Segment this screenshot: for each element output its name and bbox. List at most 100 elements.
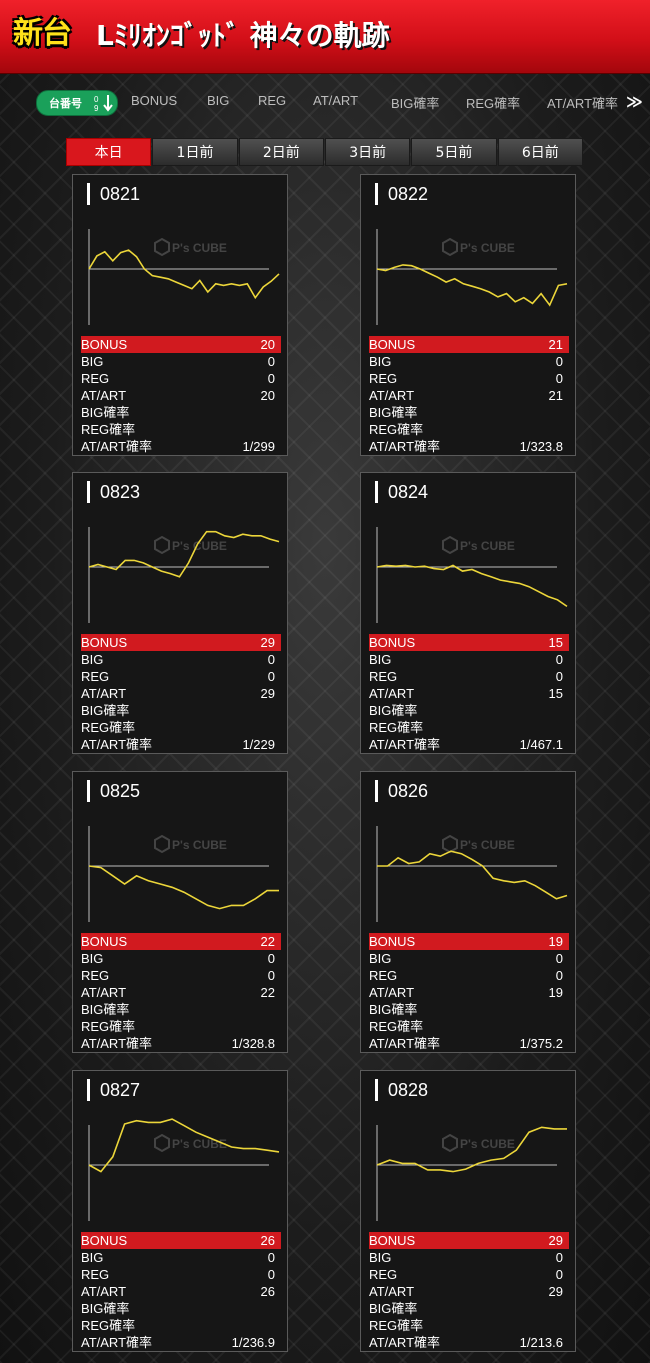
stat-label: AT/ART [369, 686, 415, 701]
stat-value: 1/236.9 [231, 1335, 275, 1350]
machine-card[interactable]: 0827 P's CUBE BONUS 26 BIG 0 REG 0 AT/ART 26 BIG確率… [72, 1070, 288, 1352]
stat-label: BONUS [81, 1233, 128, 1248]
stat-label: REG確率 [81, 1318, 136, 1333]
stat-label: BIG [369, 652, 392, 667]
stat-value: 1/375.2 [519, 1036, 563, 1051]
machine-number: 0828 [375, 1079, 428, 1101]
stat-label: BONUS [81, 337, 128, 352]
stat-row-at: AT/ART 29 [369, 1283, 569, 1300]
sort-reg[interactable]: REG [258, 93, 287, 108]
slump-graph: P's CUBE [88, 527, 280, 623]
stat-row-reg-rate: REG確率 [369, 1018, 569, 1035]
ps-cube-watermark: P's CUBE [154, 237, 227, 257]
day-tabs: 本日 1日前 2日前 3日前 5日前 6日前 [66, 138, 584, 166]
machine-card[interactable]: 0822 P's CUBE BONUS 21 BIG 0 REG 0 AT/ART 21 BIG確率… [360, 174, 576, 456]
stat-row-big: BIG 0 [81, 651, 281, 668]
stat-label: REG確率 [81, 1019, 136, 1034]
stat-label: REG確率 [369, 1019, 424, 1034]
stat-row-reg: REG 0 [369, 370, 569, 387]
slump-line [377, 850, 568, 900]
slump-graph: P's CUBE [88, 1118, 280, 1221]
stat-row-at: AT/ART 21 [369, 387, 569, 404]
sort-big[interactable]: BIG [207, 93, 230, 108]
stat-label: REG確率 [369, 1318, 424, 1333]
stat-label: BIG確率 [369, 703, 418, 718]
stat-value: 1/299 [242, 439, 275, 454]
machine-card[interactable]: 0828 P's CUBE BONUS 29 BIG 0 REG 0 AT/ART 29 BIG確率… [360, 1070, 576, 1352]
sort-at-art[interactable]: AT/ART [313, 93, 359, 108]
stat-label: AT/ART確率 [369, 737, 441, 752]
stat-label: BIG [81, 354, 104, 369]
ps-cube-watermark: P's CUBE [442, 1133, 515, 1153]
machine-number: 0823 [87, 481, 140, 503]
stats-table: BONUS 29 BIG 0 REG 0 AT/ART 29 BIG確率 REG確率 AT/ART確… [369, 1232, 569, 1351]
sort-bar: 台番号 0 9 BONUS BIG REG AT/ART BIG確率 REG確率… [0, 82, 650, 120]
stat-row-at: AT/ART 26 [81, 1283, 281, 1300]
slump-graph: P's CUBE [88, 229, 280, 325]
stat-row-reg-rate: REG確率 [81, 1317, 281, 1334]
tab-1-day-ago[interactable]: 1日前 [152, 138, 238, 166]
stat-label: REG [369, 371, 398, 386]
sort-at-art-rate[interactable]: AT/ART確率 [547, 96, 619, 111]
stats-table: BONUS 15 BIG 0 REG 0 AT/ART 15 BIG確率 REG確率 AT/ART確… [369, 634, 569, 753]
tab-5-days-ago[interactable]: 5日前 [411, 138, 497, 166]
machine-card[interactable]: 0824 P's CUBE BONUS 15 BIG 0 REG 0 AT/ART 15 BIG確率… [360, 472, 576, 754]
slump-line [376, 1126, 567, 1173]
machine-card[interactable]: 0826 P's CUBE BONUS 19 BIG 0 REG 0 AT/ART 19 BIG確率… [360, 771, 576, 1053]
stat-row-big: BIG 0 [369, 651, 569, 668]
stat-row-reg-rate: REG確率 [369, 421, 569, 438]
stat-row-reg: REG 0 [369, 1266, 569, 1283]
tab-2-days-ago[interactable]: 2日前 [238, 138, 324, 166]
stat-row-at: AT/ART 29 [81, 685, 281, 702]
stat-value: 19 [548, 985, 563, 1000]
stat-row-big-rate: BIG確率 [369, 1001, 569, 1018]
stat-row-at-rate: AT/ART確率 1/328.8 [81, 1035, 281, 1052]
svg-text:P's CUBE: P's CUBE [172, 1137, 227, 1151]
stat-row-reg: REG 0 [81, 370, 281, 387]
sort-reg-rate[interactable]: REG確率 [466, 96, 521, 111]
double-chevron-right-icon[interactable]: ≫ [626, 94, 643, 111]
svg-text:0: 0 [94, 95, 99, 104]
stat-row-bonus: BONUS 29 [81, 634, 281, 651]
stat-value: 20 [260, 337, 275, 352]
machine-card[interactable]: 0825 P's CUBE BONUS 22 BIG 0 REG 0 AT/ART 22 BIG確率… [72, 771, 288, 1053]
stat-value: 0 [555, 371, 563, 386]
stat-value: 22 [260, 985, 275, 1000]
tab-6-days-ago[interactable]: 6日前 [497, 138, 583, 166]
stat-label: AT/ART確率 [81, 1036, 153, 1051]
stat-value: 29 [260, 686, 275, 701]
stat-label: BIG確率 [81, 1301, 130, 1316]
stat-row-reg: REG 0 [81, 967, 281, 984]
stats-table: BONUS 29 BIG 0 REG 0 AT/ART 29 BIG確率 REG確率 AT/ART確… [81, 634, 281, 753]
tab-3-days-ago[interactable]: 3日前 [324, 138, 411, 166]
stats-table: BONUS 20 BIG 0 REG 0 AT/ART 20 BIG確率 REG確率 AT/ART確… [81, 336, 281, 455]
stat-label: REG [81, 669, 110, 684]
sort-machine-number-button[interactable]: 台番号 0 9 [36, 90, 118, 116]
stat-label: BIG確率 [369, 1301, 418, 1316]
machine-card[interactable]: 0823 P's CUBE BONUS 29 BIG 0 REG 0 AT/ART 29 BIG確率… [72, 472, 288, 754]
stat-value: 0 [267, 968, 275, 983]
stat-row-at-rate: AT/ART確率 1/236.9 [81, 1334, 281, 1351]
stat-label: BIG [369, 354, 392, 369]
stat-value: 0 [555, 669, 563, 684]
slump-line [88, 865, 279, 910]
machine-card[interactable]: 0821 P's CUBE BONUS 20 BIG 0 REG 0 AT/ART 20 BIG確率… [72, 174, 288, 456]
stat-label: REG [369, 1267, 398, 1282]
stat-value: 0 [267, 1250, 275, 1265]
ps-cube-watermark: P's CUBE [442, 237, 515, 257]
stat-label: BIG確率 [369, 1002, 418, 1017]
stats-table: BONUS 26 BIG 0 REG 0 AT/ART 26 BIG確率 REG確率 AT/ART確… [81, 1232, 281, 1351]
stat-label: REG [81, 1267, 110, 1282]
sort-bonus[interactable]: BONUS [131, 93, 178, 108]
slump-graph: P's CUBE [376, 1125, 567, 1221]
tab-today[interactable]: 本日 [66, 138, 152, 166]
stat-label: REG [369, 968, 398, 983]
sort-big-rate[interactable]: BIG確率 [391, 96, 440, 111]
stat-value: 1/229 [242, 737, 275, 752]
ps-cube-watermark: P's CUBE [154, 1133, 227, 1153]
stat-label: BIG [369, 951, 392, 966]
stat-value: 0 [267, 951, 275, 966]
stat-label: BIG確率 [369, 405, 418, 420]
ps-cube-watermark: P's CUBE [442, 834, 515, 854]
slump-line [88, 530, 280, 578]
